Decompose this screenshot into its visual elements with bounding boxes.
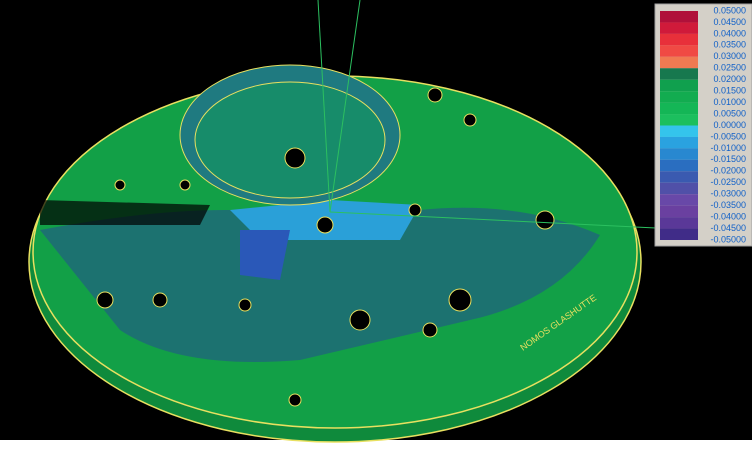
legend-swatch xyxy=(660,159,698,172)
legend-swatch xyxy=(660,228,698,240)
legend-label: 0.01500 xyxy=(713,86,746,96)
legend-label: -0.03500 xyxy=(710,200,746,210)
legend-swatch xyxy=(660,148,698,160)
axis-lines xyxy=(317,0,657,229)
legend-swatch xyxy=(660,102,698,115)
legend-label: -0.01000 xyxy=(710,143,746,153)
legend-swatch xyxy=(660,182,698,195)
legend-label: -0.01500 xyxy=(710,154,746,164)
legend-label: 0.02000 xyxy=(713,74,746,84)
legend-label: -0.04500 xyxy=(710,223,746,233)
legend-swatch xyxy=(660,22,698,34)
legend-swatch xyxy=(660,194,698,206)
legend-label: -0.02500 xyxy=(710,177,746,187)
legend-swatch xyxy=(660,205,698,218)
legend-swatch xyxy=(660,45,698,57)
legend-swatch xyxy=(660,79,698,92)
legend-label: -0.04000 xyxy=(710,211,746,221)
legend-swatch xyxy=(660,56,698,69)
legend-swatch xyxy=(660,68,698,80)
legend-label: 0.00000 xyxy=(713,120,746,130)
legend-swatch xyxy=(660,217,698,229)
legend-label: -0.05000 xyxy=(710,234,746,244)
legend-swatch xyxy=(660,114,698,126)
legend-swatch xyxy=(660,33,698,46)
legend-label: -0.02000 xyxy=(710,166,746,176)
legend-swatch xyxy=(660,11,698,23)
legend-swatch xyxy=(660,136,698,149)
legend-label: -0.03000 xyxy=(710,189,746,199)
legend-label: 0.03000 xyxy=(713,51,746,61)
legend-swatch xyxy=(660,91,698,103)
legend-label: 0.04000 xyxy=(713,28,746,38)
legend-swatch xyxy=(660,171,698,183)
watch-plate: NOMOS GLASHUTTE xyxy=(28,64,642,443)
legend-label: 0.05000 xyxy=(713,5,746,15)
legend-label: 0.03500 xyxy=(713,40,746,50)
legend-label: 0.00500 xyxy=(713,108,746,118)
legend-label: -0.00500 xyxy=(710,131,746,141)
legend-label: 0.04500 xyxy=(713,17,746,27)
legend-swatch xyxy=(660,125,698,137)
legend-label: 0.02500 xyxy=(713,63,746,73)
legend-label: 0.01000 xyxy=(713,97,746,107)
